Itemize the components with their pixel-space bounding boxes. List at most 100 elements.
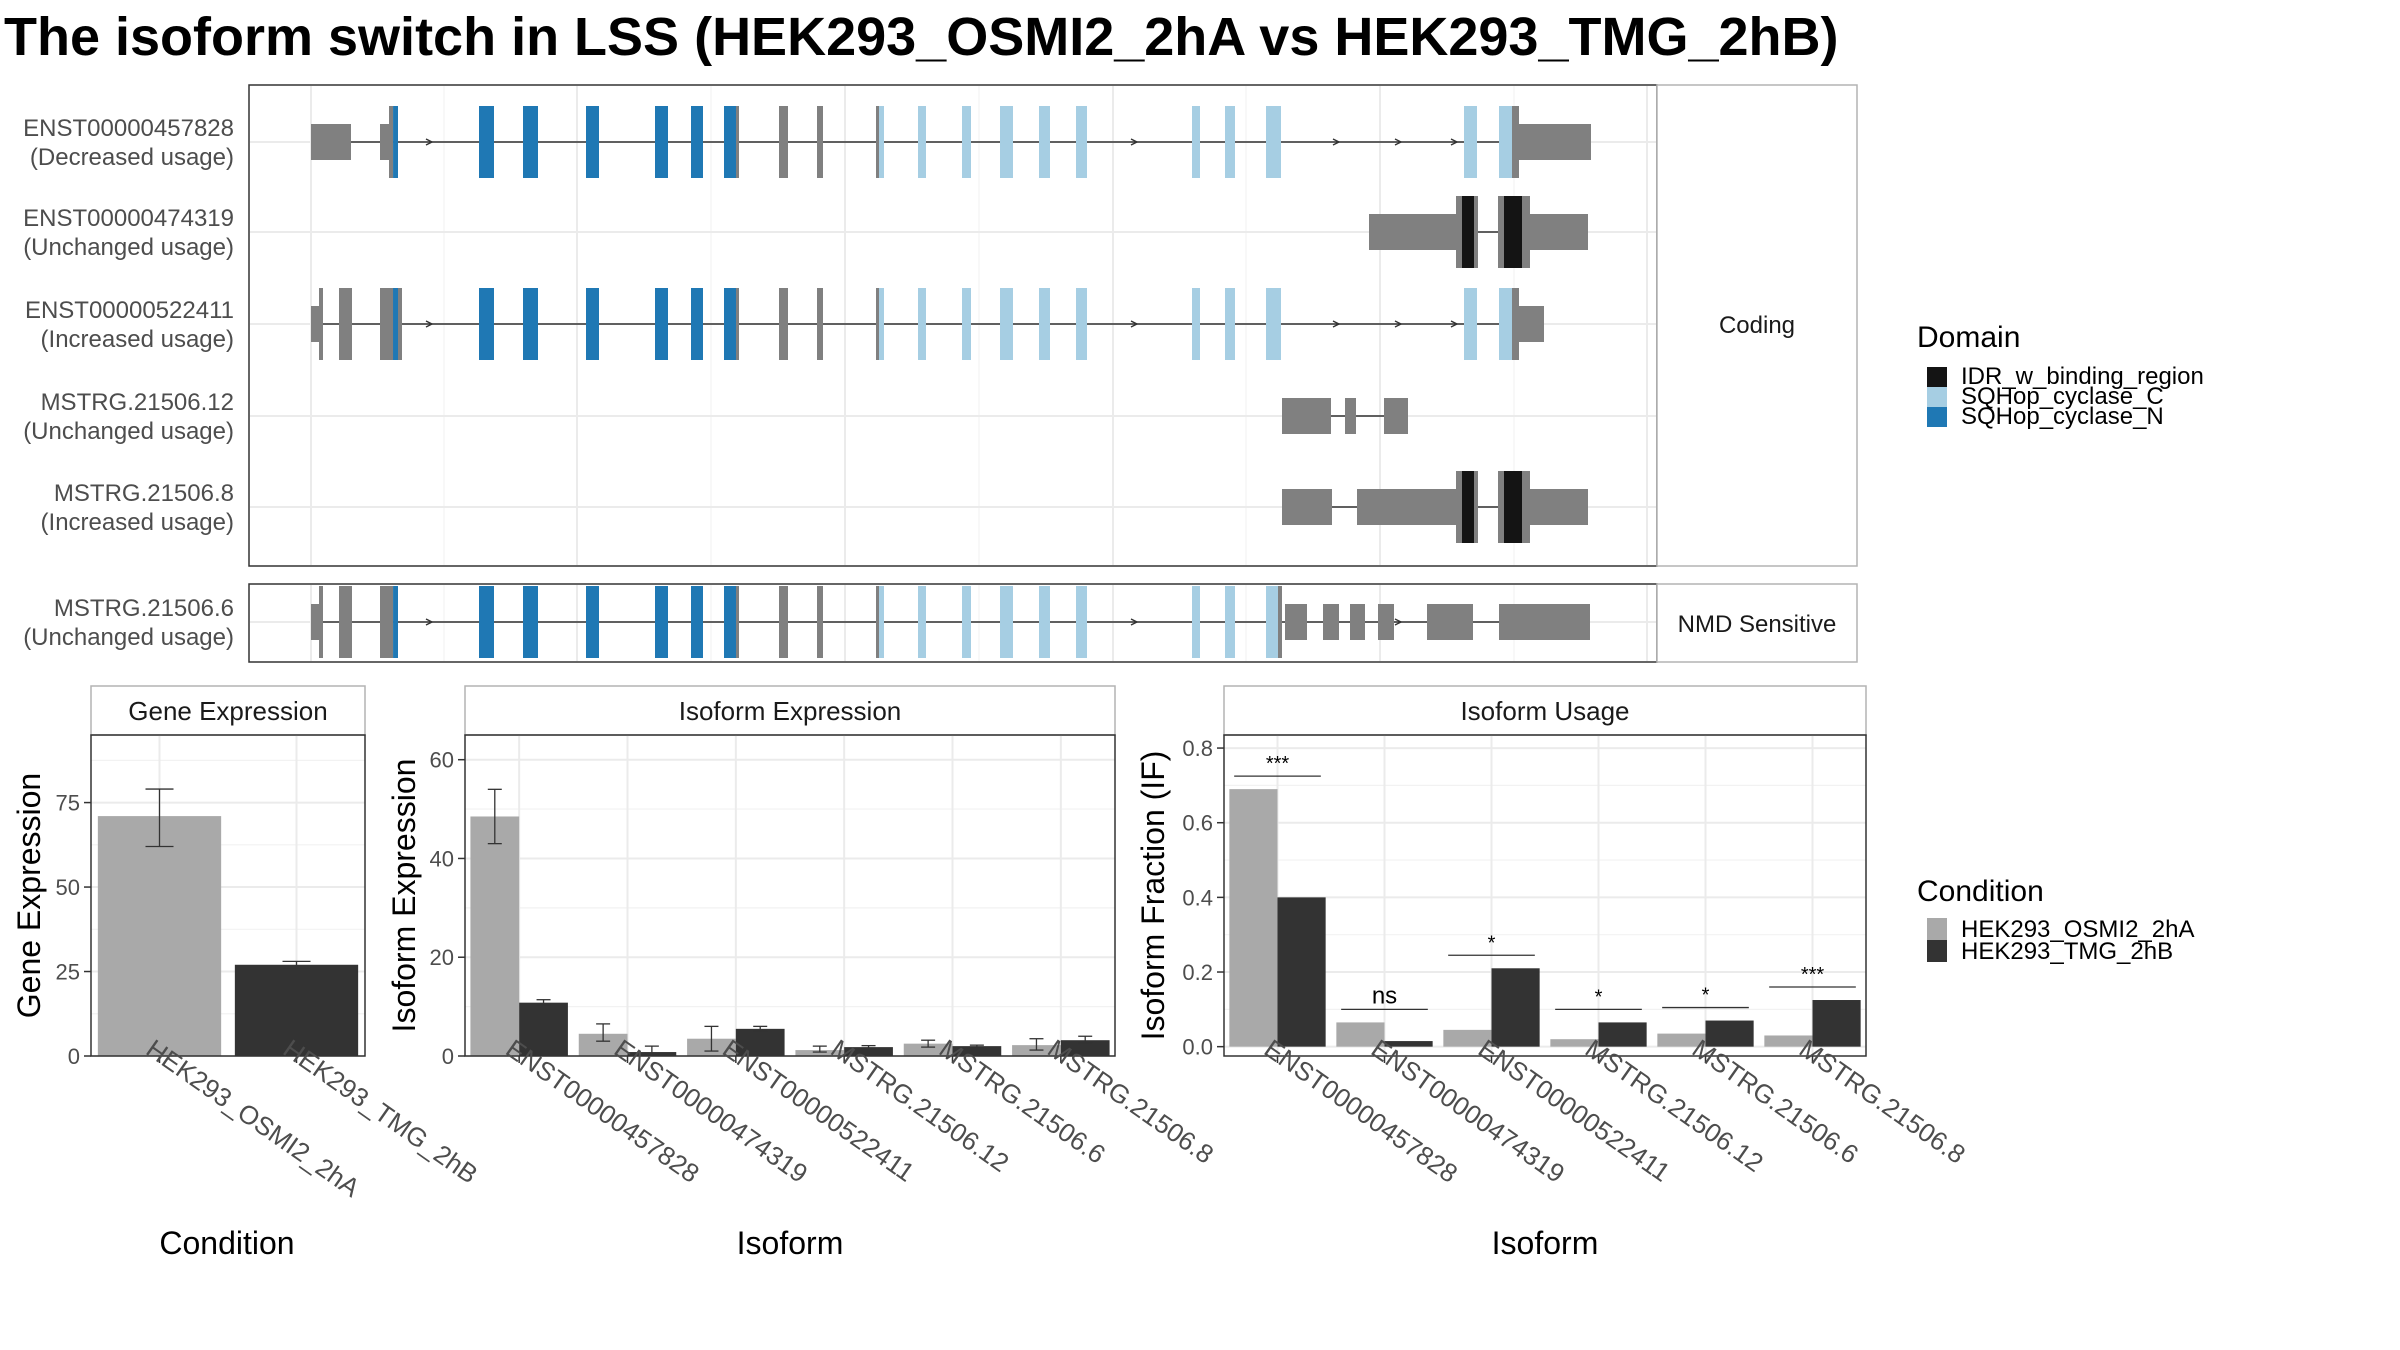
- intron-direction-arrow: [1450, 138, 1459, 146]
- condition-legend-label: HEK293_OSMI2_2hA: [1961, 916, 2194, 943]
- exon-block: [1345, 398, 1356, 434]
- bar: [844, 1047, 893, 1056]
- exon-block: [817, 106, 823, 178]
- intron-direction-arrow: [425, 320, 434, 328]
- exon-block: [779, 288, 788, 360]
- bar: [1764, 1035, 1813, 1047]
- y-tick-label: 0.8: [1182, 736, 1213, 761]
- transcript-panel-nmd: NMD Sensitive: [248, 583, 1858, 663]
- exon-block: [319, 586, 323, 658]
- bar: [1812, 1000, 1861, 1047]
- domain-block-sqhop-n: [655, 106, 668, 178]
- exon-block: [817, 586, 823, 658]
- y-axis-title: Isoform Fraction (IF): [1135, 751, 1171, 1041]
- bar: [1336, 1022, 1385, 1047]
- exon-block: [389, 586, 394, 658]
- bar: [952, 1046, 1002, 1056]
- bar: [903, 1043, 953, 1056]
- exon-block: [1474, 471, 1478, 543]
- x-axis-title: Isoform: [1492, 1225, 1599, 1261]
- domain-block-sqhop-c: [879, 586, 884, 658]
- exon-block: [1512, 288, 1519, 360]
- panel-strip: [464, 685, 1116, 736]
- domain-block-sqhop-c: [1464, 106, 1477, 178]
- domain-block-sqhop-c: [1225, 106, 1235, 178]
- transcript-usage-label: (Unchanged usage): [23, 624, 234, 651]
- domain-legend-title: Domain: [1917, 321, 2020, 354]
- domain-block-sqhop-n: [523, 106, 538, 178]
- domain-legend-label: SQHop_cyclase_N: [1961, 403, 2164, 430]
- y-tick-label: 40: [430, 846, 454, 871]
- panel-border: [464, 734, 1116, 1057]
- significance-label: *: [1488, 932, 1496, 954]
- domain-block-sqhop-n: [586, 106, 599, 178]
- exon-block: [380, 124, 389, 160]
- domain-block-sqhop-c: [1225, 586, 1235, 658]
- intron-direction-arrow: [1394, 138, 1403, 146]
- exon-block: [1499, 604, 1590, 640]
- panel-strip: [1223, 685, 1867, 736]
- exon-block: [1519, 124, 1591, 160]
- y-tick-label: 0.6: [1182, 811, 1213, 836]
- intron-direction-arrow: [1332, 138, 1341, 146]
- x-axis-title: Isoform: [737, 1225, 844, 1261]
- domain-block-sqhop-n: [586, 586, 599, 658]
- exon-block: [1323, 604, 1339, 640]
- domain-block-sqhop-c: [918, 106, 926, 178]
- exon-block: [1357, 489, 1457, 525]
- domain-block-sqhop-c: [1076, 106, 1087, 178]
- transcript-usage-label: (Decreased usage): [30, 144, 234, 171]
- bar: [1705, 1020, 1754, 1047]
- domain-block-sqhop-c: [1192, 288, 1200, 360]
- domain-block-sqhop-c: [1039, 586, 1050, 658]
- exon-block: [876, 106, 879, 178]
- transcript-usage-label: (Increased usage): [41, 326, 234, 353]
- isoform-usage-chart: Isoform Usage***ns** ****0.00.20.40.60.8E…: [1135, 685, 1971, 1261]
- significance-label: *: [1595, 986, 1603, 1008]
- coding-strip: [1656, 84, 1858, 567]
- domain-legend-swatch: [1927, 387, 1947, 407]
- exon-block: [1530, 214, 1588, 250]
- exon-block: [1530, 489, 1588, 525]
- domain-block-sqhop-n: [586, 288, 599, 360]
- condition-legend-swatch: [1927, 918, 1947, 940]
- panel-strip-title: Isoform Usage: [1460, 696, 1629, 726]
- bar: [1229, 789, 1278, 1047]
- y-tick-label: 25: [56, 960, 80, 985]
- exon-block: [1498, 196, 1504, 268]
- domain-block-sqhop-n: [724, 288, 736, 360]
- bar: [1443, 1029, 1492, 1047]
- exon-block: [1427, 604, 1473, 640]
- exon-block: [1282, 489, 1332, 525]
- domain-legend: Domain IDR_w_binding_regionSQHop_cyclase…: [1917, 321, 2204, 430]
- domain-block-sqhop-n: [479, 288, 494, 360]
- x-axis-title: Condition: [159, 1225, 294, 1261]
- exon-block: [319, 288, 323, 360]
- domain-block-sqhop-c: [918, 586, 926, 658]
- y-tick-label: 50: [56, 875, 80, 900]
- domain-legend-swatch: [1927, 367, 1947, 387]
- domain-block-sqhop-n: [393, 106, 398, 178]
- transcript-id-label: MSTRG.21506.8: [54, 480, 234, 507]
- figure-title: The isoform switch in LSS (HEK293_OSMI2_…: [4, 7, 1839, 67]
- y-tick-label: 0: [442, 1044, 454, 1069]
- significance-label: ***: [1266, 753, 1290, 775]
- bar: [795, 1050, 845, 1056]
- condition-legend-swatch: [1927, 940, 1947, 962]
- exon-block: [736, 586, 739, 658]
- domain-block-sqhop-c: [1076, 288, 1087, 360]
- domain-block-sqhop-n: [393, 586, 398, 658]
- significance-label: *: [1702, 985, 1710, 1007]
- bar: [1657, 1033, 1706, 1047]
- domain-block-sqhop-c: [1499, 288, 1512, 360]
- domain-block-sqhop-c: [879, 288, 884, 360]
- domain-block-idr: [1504, 471, 1522, 543]
- intron-direction-arrow: [425, 618, 434, 626]
- bar: [1550, 1039, 1599, 1047]
- y-tick-label: 60: [430, 748, 454, 773]
- bar: [97, 816, 222, 1056]
- nmd-transcript-rows: [250, 586, 1656, 658]
- x-category-label: MSTRG.21506.12: [1580, 1033, 1769, 1178]
- exon-block: [1282, 398, 1331, 434]
